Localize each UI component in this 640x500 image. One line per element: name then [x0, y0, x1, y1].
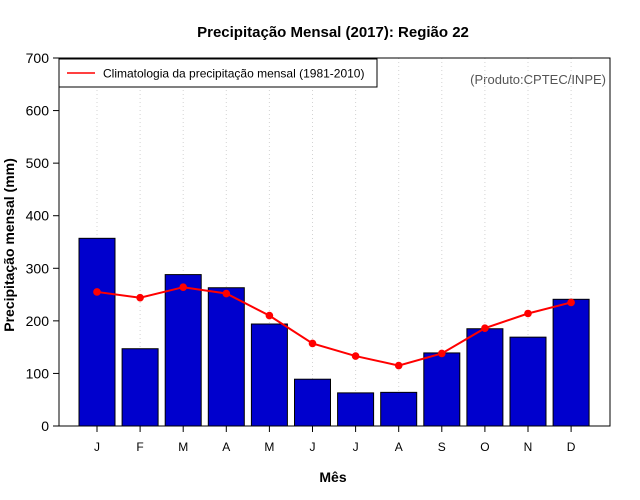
y-tick-label-2: 200 [26, 313, 50, 329]
climatology-line [93, 283, 575, 370]
climatology-point-0 [93, 288, 101, 296]
legend-box [58, 58, 378, 88]
plot-frame [58, 57, 611, 427]
y-tick-label-1: 100 [26, 365, 50, 381]
climatology-point-5 [308, 339, 317, 348]
x-tick-label-6: J [353, 440, 359, 454]
source-note: (Produto:CPTEC/INPE) [470, 72, 606, 87]
bar-7 [380, 391, 418, 427]
x-tick-label-7: A [395, 440, 403, 454]
x-tick-label-4: M [264, 440, 274, 454]
bar-1 [121, 348, 159, 427]
y-tick-label-3: 300 [26, 260, 50, 276]
bars [78, 237, 590, 427]
bar-2 [164, 274, 202, 427]
grid-lines [96, 58, 572, 426]
climatology-point-11 [567, 298, 575, 307]
climatology-point-3 [222, 289, 231, 298]
climatology-point-6 [351, 352, 360, 360]
x-tick-label-3: A [222, 440, 230, 454]
y-tick-label-5: 500 [26, 155, 50, 171]
y-tick-label-6: 600 [26, 103, 50, 119]
climatology-point-2 [179, 283, 187, 292]
x-tick-label-5: J [310, 440, 316, 454]
bar-4 [250, 323, 288, 427]
x-tick-label-1: F [136, 440, 143, 454]
bar-3 [207, 287, 245, 427]
x-tick-label-9: O [480, 440, 489, 454]
climatology-point-4 [265, 311, 274, 320]
y-tick-label-0: 0 [41, 418, 49, 434]
climatology-polyline [96, 286, 572, 367]
x-tick-label-10: N [524, 440, 533, 454]
bar-0 [78, 237, 116, 427]
bar-6 [337, 392, 375, 427]
climatology-point-1 [136, 293, 144, 302]
x-tick-label-8: S [438, 440, 446, 454]
y-axis: 0 100 200 300 400 500 600 700 [26, 50, 59, 434]
x-tick-label-11: D [567, 440, 576, 454]
climatology-point-8 [438, 349, 446, 358]
x-tick-label-2: M [178, 440, 188, 454]
bar-9 [466, 328, 504, 427]
climatology-point-10 [524, 309, 532, 318]
bar-11 [552, 298, 590, 427]
y-axis-label: Precipitação mensal (mm) [1, 158, 17, 332]
bar-8 [423, 352, 461, 427]
y-tick-label-7: 700 [26, 50, 50, 66]
legend-entry-climatology: Climatologia da precipitação mensal (198… [103, 67, 364, 81]
chart-title: Precipitação Mensal (2017): Região 22 [197, 24, 469, 41]
x-tick-label-0: J [94, 440, 100, 454]
legend: Climatologia da precipitação mensal (198… [58, 58, 378, 88]
x-axis-label: Mês [319, 469, 346, 485]
bar-5 [294, 378, 331, 427]
climatology-point-7 [394, 361, 403, 370]
climatology-point-9 [481, 324, 489, 333]
y-tick-label-4: 400 [26, 208, 50, 224]
bar-10 [509, 336, 547, 427]
